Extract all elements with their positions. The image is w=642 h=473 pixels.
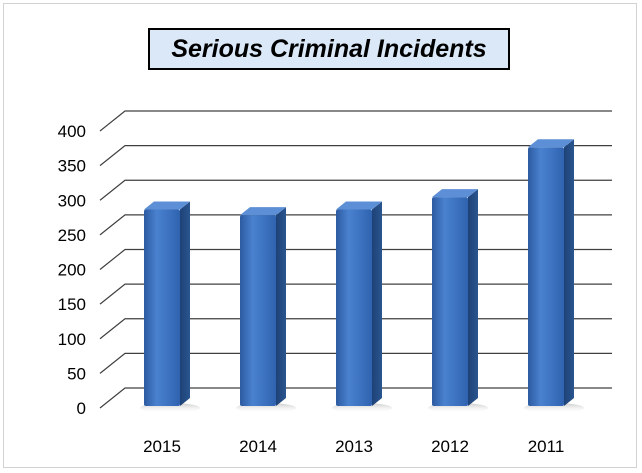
x-tick-label: 2011 (528, 437, 565, 456)
y-tick-label: 300 (58, 191, 86, 210)
y-tick-label: 350 (58, 157, 86, 176)
bar-side (372, 201, 382, 406)
y-tick-label: 400 (58, 122, 86, 141)
x-tick-label: 2014 (239, 437, 277, 456)
bar-front (528, 147, 564, 407)
bar-top (336, 201, 382, 210)
bar-2012 (428, 189, 488, 413)
bar-front (240, 215, 276, 406)
bar-side (276, 207, 286, 406)
y-axis-tick-labels: 0 50 100 150 200 250 300 350 400 (58, 122, 86, 418)
bar-front (432, 197, 468, 406)
x-tick-label: 2012 (431, 437, 469, 456)
gridline (99, 145, 612, 167)
bar-front (144, 209, 180, 406)
bar-2013 (332, 201, 392, 413)
y-tick-label: 250 (58, 226, 86, 245)
bar-2011 (524, 139, 584, 413)
gridline (99, 110, 612, 132)
bar-side (180, 201, 190, 406)
bar-2015 (140, 201, 200, 413)
bar-top (528, 139, 574, 148)
y-tick-label: 100 (58, 330, 86, 349)
y-tick-label: 150 (58, 295, 86, 314)
x-axis-tick-labels: 2015 2014 2013 2012 2011 (143, 437, 564, 456)
bar-top (240, 207, 286, 216)
x-tick-label: 2015 (143, 437, 181, 456)
bars (140, 139, 584, 413)
chart-title: Serious Criminal Incidents (148, 28, 510, 70)
x-tick-label: 2013 (335, 437, 373, 456)
bar-top (432, 189, 478, 198)
y-tick-label: 200 (58, 261, 86, 280)
bar-side (468, 189, 478, 406)
bar-top (144, 201, 190, 210)
bar-2014 (236, 207, 296, 413)
bar-front (336, 209, 372, 406)
gridline (99, 179, 612, 201)
y-tick-label: 0 (77, 399, 86, 418)
y-tick-label: 50 (67, 364, 86, 383)
bar-side (564, 139, 574, 407)
